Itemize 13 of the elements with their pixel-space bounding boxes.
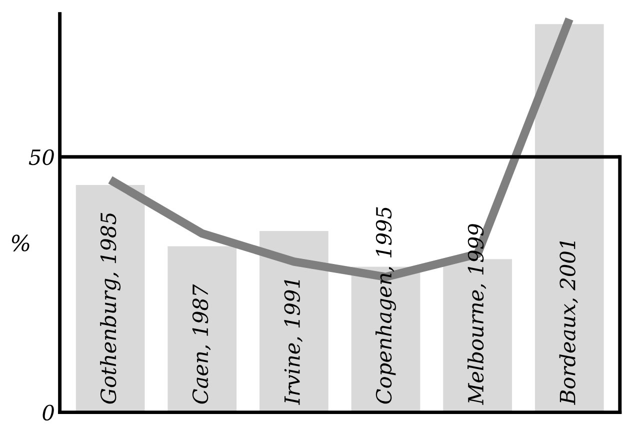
x-tick-label: Melbourne, 1999 [467,224,486,405]
bar [168,246,237,412]
y-tick-label: 0 [42,404,54,421]
x-tick-label: Copenhagen, 1995 [376,207,396,404]
bar [260,230,328,412]
bar [534,24,604,412]
y-axis-title: % [12,234,30,252]
x-tick-label: Irvine, 1991 [284,280,303,405]
bar [76,185,145,412]
x-tick-label: Gothenburg, 1985 [100,212,121,404]
x-tick-label: Caen, 1987 [192,284,211,404]
y-tick-label: 50 [28,149,54,166]
x-tick-label: Bordeaux, 2001 [559,241,578,405]
